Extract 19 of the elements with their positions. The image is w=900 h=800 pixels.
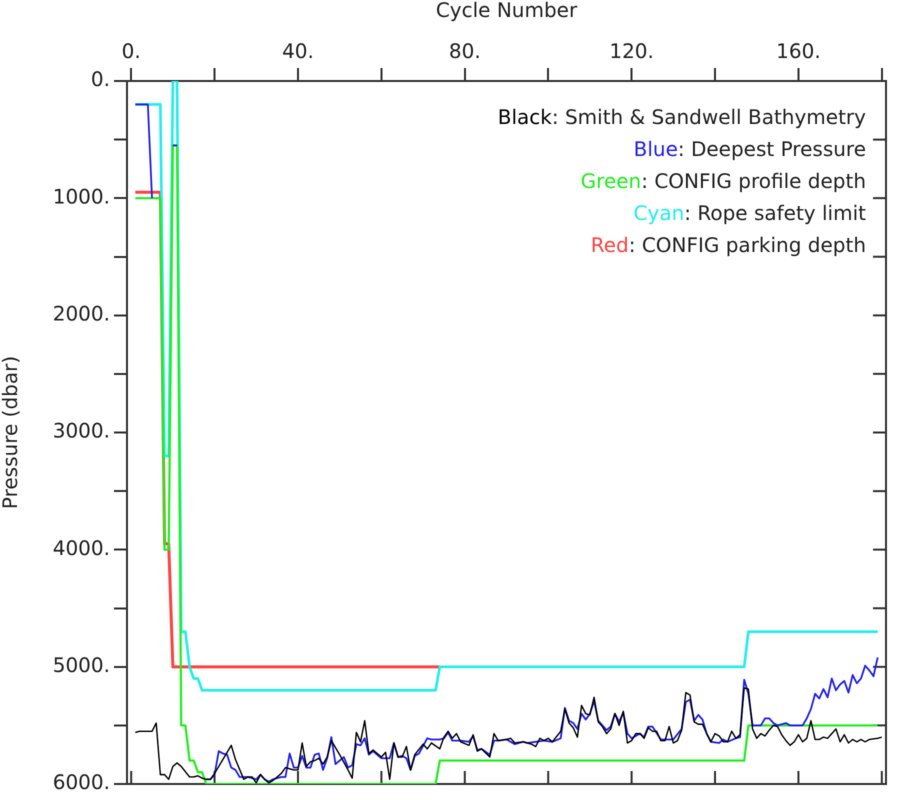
y-tick-label: 6000. [52,770,110,794]
y-tick-label: 4000. [52,536,110,560]
text: Cyan: Rope safety limit [634,201,866,225]
text: Blue: Deepest Pressure [634,137,866,161]
x-axis-title: Cycle Number [436,0,578,22]
y-tick-label: 2000. [52,302,110,326]
text: Black: Smith & Sandwell Bathymetry [498,105,866,129]
y-tick-label: 5000. [52,653,110,678]
x-tick-label: 0. [122,39,141,64]
y-tick-label: 3000. [52,418,110,443]
y-tick-label: 0. [90,67,110,92]
x-tick-label: 80. [448,39,481,64]
y-axis-title: Pressure (dbar) [0,356,22,510]
text: Red: CONFIG parking depth [590,233,866,257]
x-tick-label: 160. [776,39,821,64]
x-tick-label: 40. [282,39,314,64]
text: Green: CONFIG profile depth [580,169,866,193]
y-tick-label: 1000. [52,184,110,208]
x-tick-label: 120. [609,39,654,64]
